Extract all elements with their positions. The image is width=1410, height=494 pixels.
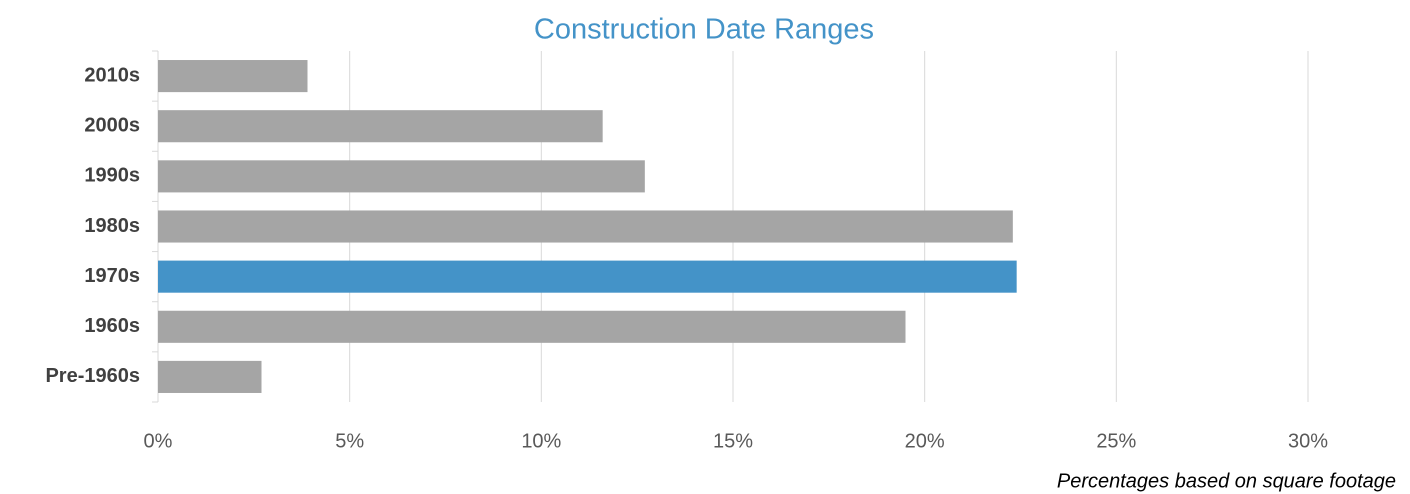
y-tick-label: 2000s xyxy=(84,114,140,136)
x-tick-label: 15% xyxy=(713,430,753,452)
bar xyxy=(158,110,603,143)
y-tick-label: 1960s xyxy=(84,315,140,337)
y-tick-label: 1970s xyxy=(84,265,140,287)
bar xyxy=(158,260,1017,293)
y-tick-label: 1980s xyxy=(84,215,140,237)
y-tick-label: Pre-1960s xyxy=(45,365,140,387)
x-tick-label: 20% xyxy=(905,430,945,452)
x-tick-label: 5% xyxy=(335,430,364,452)
x-tick-label: 25% xyxy=(1096,430,1136,452)
x-tick-label: 10% xyxy=(521,430,561,452)
chart-title: Construction Date Ranges xyxy=(534,14,874,46)
note: Percentages based on square footage xyxy=(1057,470,1396,492)
bar xyxy=(158,310,906,343)
bar xyxy=(158,360,262,393)
bar xyxy=(158,60,308,93)
y-tick-label: 2010s xyxy=(84,64,140,86)
y-tick-label: 1990s xyxy=(84,165,140,187)
bar xyxy=(158,210,1013,243)
bar xyxy=(158,160,645,193)
x-tick-label: 0% xyxy=(144,430,173,452)
x-tick-label: 30% xyxy=(1288,430,1328,452)
